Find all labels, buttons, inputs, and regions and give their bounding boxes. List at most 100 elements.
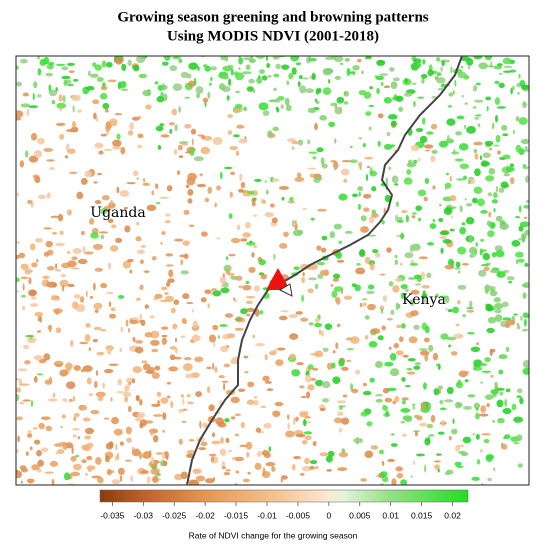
map-patch <box>319 114 327 121</box>
map-patch <box>27 337 37 344</box>
map-patch <box>388 166 391 170</box>
map-patch <box>321 381 331 389</box>
map-patch <box>219 400 222 405</box>
map-patch <box>156 95 165 103</box>
map-patch <box>305 88 314 94</box>
map-patch <box>169 65 178 72</box>
map-patch <box>522 164 527 168</box>
map-patch <box>135 236 142 242</box>
map-patch <box>314 466 319 470</box>
map-patch <box>464 102 468 105</box>
map-patch <box>219 345 229 353</box>
map-patch <box>219 324 228 327</box>
map-patch <box>422 290 426 299</box>
map-patch <box>321 163 328 169</box>
map-patch <box>489 348 493 357</box>
map-patch <box>51 478 55 485</box>
map-patch <box>487 316 497 324</box>
map-patch <box>226 95 230 101</box>
map-patch <box>395 302 399 311</box>
map-patch <box>413 324 420 330</box>
map-patch <box>20 263 29 271</box>
map-patch <box>162 82 165 91</box>
map-patch <box>522 101 527 109</box>
map-patch <box>99 92 108 100</box>
map-patch <box>117 467 125 476</box>
map-patch <box>432 185 436 190</box>
map-patch <box>125 319 129 327</box>
map-patch <box>150 468 160 475</box>
map-patch <box>143 270 150 274</box>
map-patch <box>480 238 485 242</box>
map-patch <box>183 209 190 215</box>
map-patch <box>164 291 169 296</box>
map-patch <box>520 232 527 241</box>
map-patch <box>16 254 21 260</box>
map-patch <box>170 307 176 314</box>
map-patch <box>88 347 91 352</box>
map-patch <box>422 59 426 65</box>
map-patch <box>143 177 146 183</box>
map-patch <box>137 144 143 149</box>
map-patch <box>180 471 188 480</box>
map-patch <box>273 253 276 260</box>
map-patch <box>291 146 295 150</box>
colorbar-ticks: -0.035 -0.03 -0.025 -0.02 -0.015 -0.01 -0.005 0… <box>100 502 461 520</box>
map-patch <box>391 478 397 485</box>
map-patch <box>81 231 85 236</box>
map-patch <box>432 218 436 223</box>
map-patch <box>19 160 25 168</box>
colorbar-tick-label: -0.015 <box>224 510 248 520</box>
map-patch <box>224 56 229 62</box>
map-patch <box>252 89 256 94</box>
map-patch <box>291 67 297 75</box>
map-patch <box>311 367 319 371</box>
map-patch <box>209 66 218 71</box>
map-patch <box>36 373 44 376</box>
map-patch <box>264 180 267 183</box>
map-patch <box>491 199 498 204</box>
map-patch <box>459 226 467 235</box>
map-patch <box>448 344 452 348</box>
map-patch <box>332 376 341 385</box>
map-patch <box>369 86 374 90</box>
map-patch <box>431 95 437 99</box>
map-patch <box>55 63 66 66</box>
map-patch <box>43 251 50 257</box>
map-patch <box>343 178 348 183</box>
map-patch <box>469 253 476 258</box>
map-patch <box>142 182 151 187</box>
map-patch <box>234 413 241 416</box>
map-patch <box>494 97 501 106</box>
map-patch <box>426 423 434 429</box>
map-patch <box>518 73 521 79</box>
map-patch <box>18 252 26 259</box>
map-patch <box>452 418 455 424</box>
map-patch <box>382 295 387 302</box>
map-patch <box>437 385 444 390</box>
map-patch <box>221 75 229 80</box>
map-patch <box>20 103 31 108</box>
map-patch <box>421 77 425 84</box>
map-patch <box>59 133 65 140</box>
map-patch <box>253 245 258 248</box>
map-patch <box>480 381 483 384</box>
map-patch <box>51 232 58 235</box>
map-patch <box>338 193 348 201</box>
map-patch <box>177 144 183 151</box>
map-patch <box>320 330 324 337</box>
map-patch <box>37 315 42 322</box>
map-patch <box>91 475 102 479</box>
map-patch <box>501 443 508 450</box>
map-patch <box>361 70 365 75</box>
map-patch <box>235 482 238 485</box>
map-patch <box>211 288 217 291</box>
map-patch <box>447 105 453 108</box>
map-patch <box>55 327 62 334</box>
map-patch <box>29 303 39 307</box>
map-patch <box>293 455 302 460</box>
map-patch <box>405 214 409 223</box>
map-patch <box>252 197 257 201</box>
map-patch <box>314 122 318 131</box>
map-patch <box>108 441 114 449</box>
